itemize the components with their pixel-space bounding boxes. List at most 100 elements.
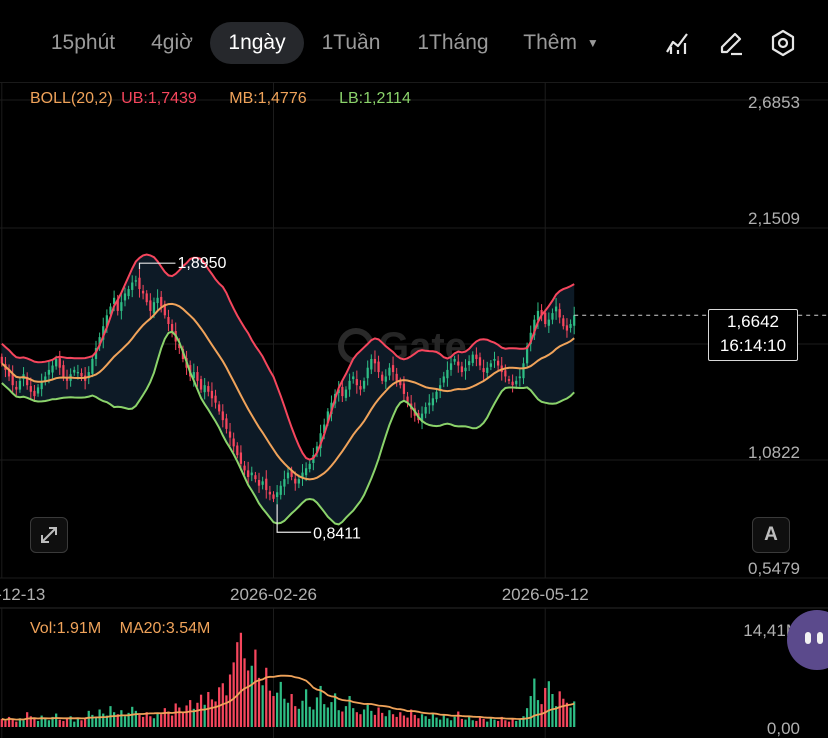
volume-tick-label: 0,00: [767, 719, 800, 738]
volume-bar: [333, 693, 337, 727]
candle-body: [449, 363, 453, 370]
candle: [529, 325, 532, 352]
candle: [496, 356, 500, 371]
price-tick-label: 0,5479: [748, 559, 800, 578]
candle: [123, 287, 127, 307]
volume-bar: [69, 716, 72, 727]
candle-body: [511, 381, 514, 386]
volume-bar: [344, 706, 348, 727]
candle-body: [290, 469, 293, 477]
tab-1w[interactable]: 1Tuần: [321, 31, 381, 54]
volume-bar: [518, 719, 521, 727]
volume-bar: [420, 714, 424, 727]
low-marker: 0,8411: [276, 504, 361, 542]
candle-body: [326, 411, 329, 423]
candle-body: [272, 494, 275, 499]
candle: [424, 402, 427, 419]
candle: [73, 366, 76, 376]
volume-bar: [294, 706, 297, 727]
candle: [308, 460, 311, 473]
auto-scale-button[interactable]: A: [752, 517, 790, 553]
candle-body: [540, 310, 543, 316]
candle: [91, 355, 94, 378]
candle: [341, 381, 344, 403]
indicator-icon[interactable]: [663, 28, 693, 58]
candle: [145, 290, 148, 306]
more-label: Thêm: [523, 31, 577, 54]
tab-1d[interactable]: 1ngày: [210, 22, 304, 64]
volume-bar: [51, 716, 54, 727]
candle: [221, 404, 224, 428]
candle-body: [496, 360, 500, 366]
draw-icon[interactable]: [716, 28, 746, 58]
volume-bar: [370, 710, 373, 727]
candle-body: [160, 296, 163, 307]
last-price: 1,6642: [727, 312, 779, 331]
candle-body: [562, 318, 565, 327]
chat-assistant-button[interactable]: [787, 610, 828, 670]
candle: [435, 388, 438, 403]
candle-body: [268, 491, 272, 495]
candle: [276, 485, 279, 505]
candle: [11, 365, 14, 394]
candle-body: [276, 492, 279, 498]
volume-bar: [257, 677, 261, 727]
candle: [554, 298, 558, 320]
candle: [569, 319, 572, 333]
tab-1m[interactable]: 1Tháng: [417, 31, 489, 54]
candle-body: [44, 376, 47, 381]
candle: [138, 269, 141, 298]
candle: [551, 308, 554, 325]
volume-bar: [167, 711, 170, 727]
last-price-time: 16:14:10: [719, 336, 787, 355]
candle-body: [384, 376, 387, 382]
candle-body: [381, 374, 384, 381]
candle-body: [131, 282, 134, 290]
candle: [373, 350, 377, 372]
candle: [228, 422, 232, 447]
expand-button[interactable]: [30, 517, 68, 553]
high-label: 1,8950: [177, 255, 226, 272]
volume-legend: Vol:1.91M MA20:3.54M: [30, 620, 210, 638]
volume-bar: [214, 701, 217, 727]
candles: [0, 269, 576, 505]
settings-icon[interactable]: [768, 28, 798, 58]
volume-bar: [366, 704, 369, 727]
more-dropdown[interactable]: Thêm ▼: [514, 22, 608, 64]
candle: [355, 370, 358, 394]
candle: [272, 491, 275, 503]
volume-bar: [464, 719, 467, 727]
volume-bar: [352, 708, 355, 727]
candle: [486, 361, 489, 379]
volume-bar: [489, 718, 492, 727]
candle-body: [395, 373, 398, 381]
volume-bar: [112, 712, 116, 727]
candle-body: [493, 358, 496, 361]
bollinger-band-fill: [1, 254, 575, 525]
volume-bar: [533, 678, 536, 727]
candle-body: [362, 380, 366, 389]
candle-body: [525, 345, 529, 364]
volume-bar: [243, 658, 246, 727]
candle: [518, 367, 521, 387]
candle-body: [210, 390, 214, 399]
candle-body: [453, 358, 456, 362]
candle: [51, 359, 54, 379]
candle-body: [515, 380, 518, 385]
candle: [127, 285, 130, 300]
candle: [120, 293, 123, 320]
candle-body: [98, 337, 101, 347]
candle-body: [236, 445, 239, 456]
volume-bar: [428, 718, 431, 727]
candle-body: [478, 357, 482, 366]
vol-value: Vol:1.91M: [30, 620, 102, 637]
tab-4h[interactable]: 4giờ: [151, 31, 193, 54]
candle-body: [475, 354, 478, 359]
candle-body: [199, 379, 203, 390]
candle: [475, 347, 478, 367]
candle-body: [402, 383, 406, 394]
candle: [290, 466, 293, 481]
tab-15min[interactable]: 15phút: [50, 31, 116, 54]
boll-lower-line: [1, 330, 575, 526]
